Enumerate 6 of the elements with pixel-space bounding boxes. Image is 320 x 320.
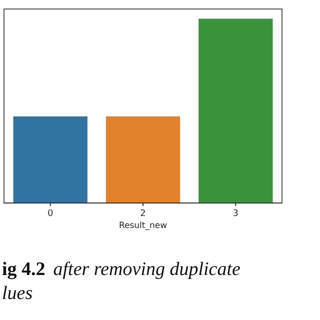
- text: lues: [2, 283, 33, 304]
- x-tick-label: 2: [140, 209, 146, 219]
- x-tick-label: 0: [47, 209, 54, 219]
- text: ig 4.2 after removing duplicate: [2, 259, 240, 280]
- x-tick-label: 3: [232, 209, 239, 219]
- x-axis-title: Result_new: [118, 221, 168, 231]
